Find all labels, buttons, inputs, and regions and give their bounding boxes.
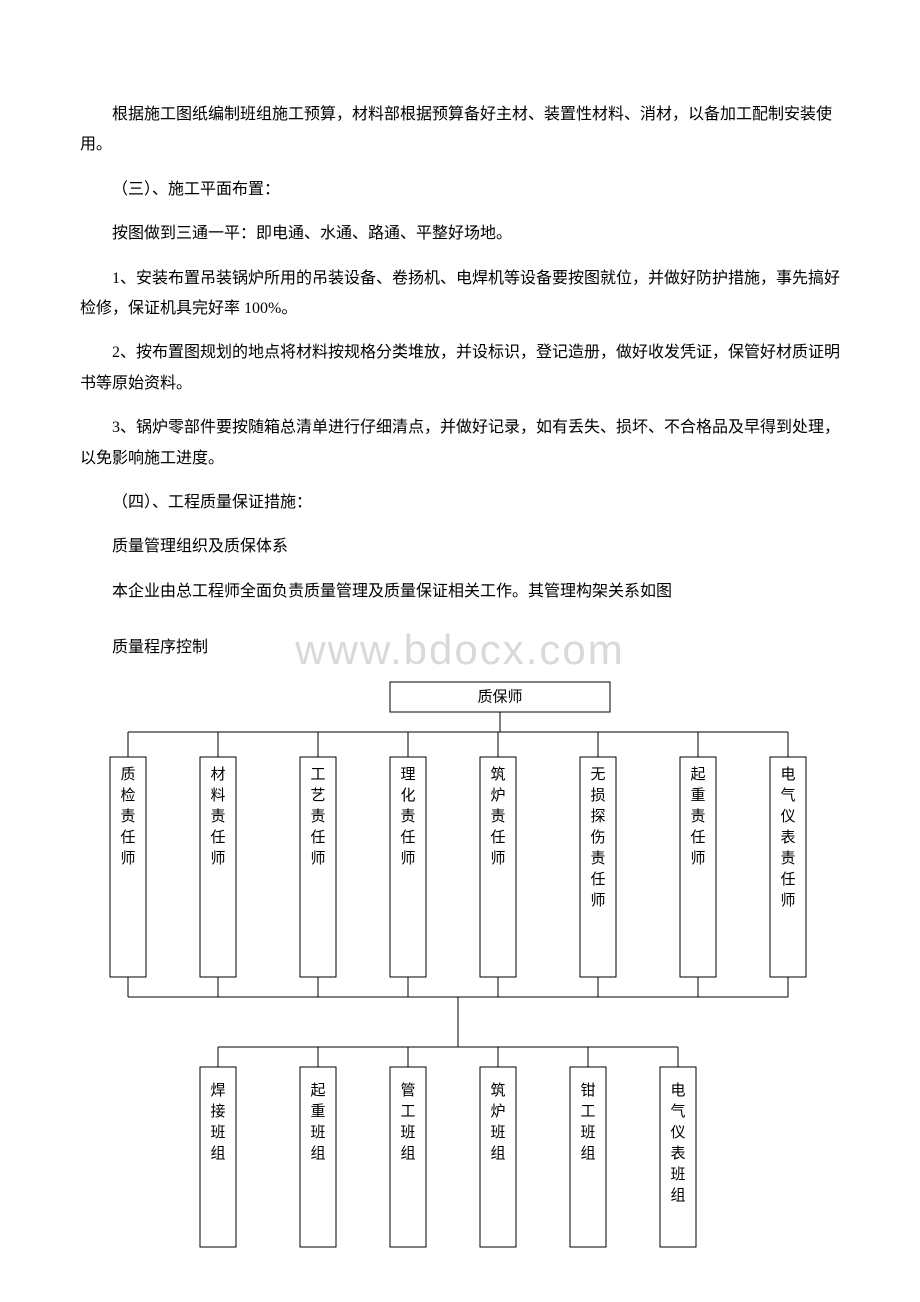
paragraph: 质量管理组织及质保体系: [80, 532, 840, 562]
paragraph: 本企业由总工程师全面负责质量管理及质量保证相关工作。其管理构架关系如图: [80, 577, 840, 607]
row1-node-label: 电气仪表责任师: [780, 766, 795, 909]
paragraph: （四）、工程质量保证措施：: [80, 488, 840, 518]
row1-node-label: 筑炉责任师: [490, 766, 505, 867]
paragraph: 1、安装布置吊装锅炉所用的吊装设备、卷扬机、电焊机等设备要按图就位，并做好防护措…: [80, 264, 840, 325]
row1-node-label: 理化责任师: [400, 767, 415, 867]
row1-node-label: 无损探伤责任师: [590, 767, 605, 909]
row1-node-label: 起重责任师: [690, 766, 705, 867]
row1-node-label: 工艺责任师: [310, 767, 325, 867]
paragraph: 按图做到三通一平：即电通、水通、路通、平整好场地。: [80, 219, 840, 249]
org-chart-svg: 质保师质检责任师 材料责任师 工艺责任师 理化责任师 筑炉责任师 无损探伤责任师 起重责任师…: [80, 677, 840, 1257]
paragraph: 2、按布置图规划的地点将材料按规格分类堆放，并设标识，登记造册，做好收发凭证，保…: [80, 338, 840, 399]
row1-node-label: 质检责任师: [120, 766, 135, 867]
row1-node-label: 材料责任师: [210, 766, 225, 867]
top-node-label: 质保师: [477, 689, 522, 706]
org-chart: 质保师质检责任师 材料责任师 工艺责任师 理化责任师 筑炉责任师 无损探伤责任师 起重责任师…: [80, 677, 840, 1257]
paragraph: （三）、施工平面布置：: [80, 175, 840, 205]
paragraph: 根据施工图纸编制班组施工预算，材料部根据预算备好主材、装置性材料、消材，以备加工…: [80, 100, 840, 161]
paragraph: 3、锅炉零部件要按随箱总清单进行仔细清点，并做好记录，如有丢失、损坏、不合格品及…: [80, 413, 840, 474]
paragraph: 质量程序控制: [80, 633, 840, 663]
